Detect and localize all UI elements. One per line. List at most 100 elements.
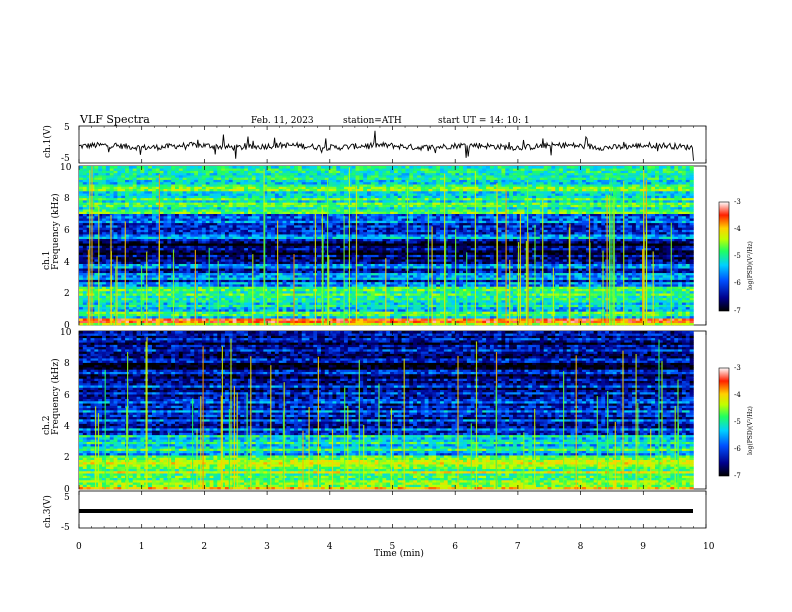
spectrogram-cell (521, 277, 525, 280)
spectrogram-cell (521, 311, 525, 314)
spectrogram-cell (421, 257, 425, 260)
spectrogram-cell (244, 280, 248, 283)
spectrogram-cell (202, 289, 206, 292)
spectrogram-cell (563, 275, 567, 278)
spectrogram-cell (117, 289, 121, 292)
spectrogram-cell (471, 286, 475, 289)
spectrogram-cell (532, 318, 536, 321)
spectrogram-cell (160, 255, 164, 258)
spectrogram-cell (236, 307, 240, 310)
spectrogram-cell (359, 307, 363, 310)
spectrogram-cell (275, 264, 279, 267)
spectrogram-cell (256, 270, 260, 273)
spectrogram-cell (148, 286, 152, 289)
spectrogram-cell (202, 282, 206, 285)
spectrogram-cell (486, 282, 490, 285)
spectrogram-cell (236, 284, 240, 287)
spectrogram-cell (417, 320, 421, 323)
spectrogram-cell (221, 289, 225, 292)
spectrogram-cell (582, 295, 586, 298)
spectrogram-cell (283, 291, 287, 294)
spectrogram-cell (632, 302, 636, 305)
spectrogram-cell (271, 309, 275, 312)
spectrogram-cell (544, 284, 548, 287)
spectrogram-cell (548, 289, 552, 292)
spectrogram-cell (386, 316, 390, 319)
spectrogram-cell (440, 270, 444, 273)
spectrogram-cell (674, 293, 678, 296)
spectrogram-cell (413, 266, 417, 269)
spectrogram-cell (498, 261, 502, 264)
spectrogram-cell (94, 273, 98, 276)
spectrogram-cell (528, 295, 532, 298)
spectrogram-cell (256, 257, 260, 260)
spectrogram-cell (160, 318, 164, 321)
spectrogram-cell (363, 255, 367, 258)
spectrogram-cell (667, 286, 671, 289)
spectrogram-cell (267, 286, 271, 289)
spectrogram-cell (309, 323, 313, 326)
spectrogram-cell (302, 314, 306, 317)
spectrogram-cell (225, 268, 229, 271)
spectrogram-cell (386, 318, 390, 321)
spectrogram-cell (248, 284, 252, 287)
spectrogram-cell (582, 277, 586, 280)
spectrogram-cell (294, 307, 298, 310)
spectrogram-cell (202, 298, 206, 301)
spectrogram-cell (379, 284, 383, 287)
spectrogram-cell (298, 261, 302, 264)
spectrogram-cell (674, 286, 678, 289)
spectrogram-cell (248, 282, 252, 285)
spectrogram-cell (459, 311, 463, 314)
spectrogram-cell (490, 309, 494, 312)
spectrogram-cell (133, 307, 137, 310)
spectrogram-cell (202, 293, 206, 296)
spectrogram-cell (148, 252, 152, 255)
spectrogram-cell (233, 323, 237, 326)
spectrogram-cell (367, 311, 371, 314)
spectrogram-cell (79, 323, 83, 326)
spectrogram-cell (363, 282, 367, 285)
spectrogram-cell (667, 309, 671, 312)
spectrogram-cell (402, 295, 406, 298)
spectrogram-cell (375, 284, 379, 287)
spectrogram-cell (386, 261, 390, 264)
spectrogram-cell (386, 314, 390, 317)
spectrogram-cell (628, 257, 632, 260)
spectrogram-cell (267, 314, 271, 317)
spectrogram-cell (501, 286, 505, 289)
spectrogram-cell (432, 302, 436, 305)
spectrogram-cell (663, 314, 667, 317)
spectrogram-cell (540, 295, 544, 298)
spectrogram-cell (674, 302, 678, 305)
spectrogram-cell (260, 323, 264, 326)
spectrogram-cell (528, 286, 532, 289)
spectrogram-cell (501, 289, 505, 292)
spectrogram-cell (528, 316, 532, 319)
spectrogram-cell (233, 305, 237, 308)
spectrogram-cell (678, 302, 682, 305)
spectrogram-cell (536, 275, 540, 278)
spectrogram-cell (486, 293, 490, 296)
spectrogram-cell (179, 280, 183, 283)
spectrogram-cell (571, 302, 575, 305)
spectrogram-cell (402, 268, 406, 271)
spectrogram-cell (440, 275, 444, 278)
spectrogram-cell (133, 277, 137, 280)
spectrogram-cell (129, 298, 133, 301)
spectrogram-cell (179, 270, 183, 273)
spectrogram-cell (225, 266, 229, 269)
spectrogram-cell (94, 252, 98, 255)
spectrogram-cell (467, 318, 471, 321)
spectrogram-cell (202, 270, 206, 273)
spectrogram-cell (594, 298, 598, 301)
spectrogram-cell (359, 264, 363, 267)
spectrogram-cell (521, 275, 525, 278)
spectrogram-cell (402, 282, 406, 285)
spectrogram-cell (402, 309, 406, 312)
spectrogram-cell (248, 318, 252, 321)
spectrogram-cell (636, 314, 640, 317)
spectrogram-cell (597, 323, 601, 326)
spectrogram-cell (440, 255, 444, 258)
spectrogram-cell (471, 320, 475, 323)
